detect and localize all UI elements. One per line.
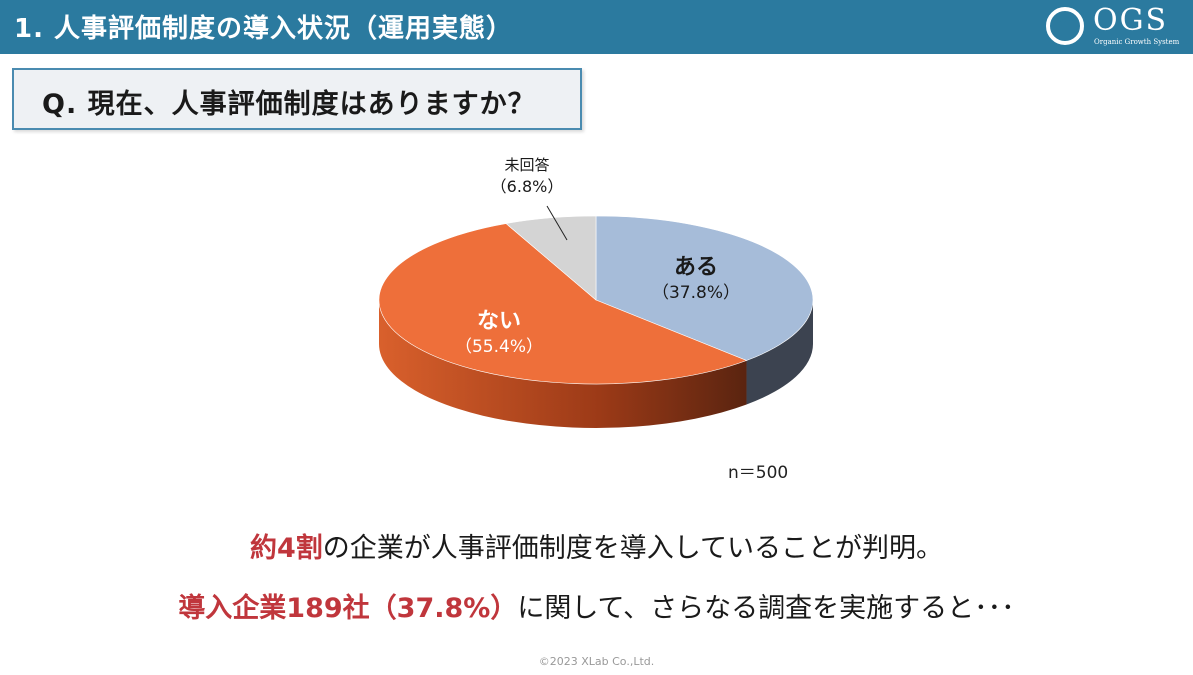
summary-line-1-highlight: 約4割 xyxy=(250,533,323,564)
pie-side-nai xyxy=(379,300,747,428)
logo-subtitle: Organic Growth System xyxy=(1094,38,1180,46)
pie-top xyxy=(378,215,814,385)
pie-label-nai: ない xyxy=(477,309,521,334)
pie-value-nai: （55.4%） xyxy=(455,337,543,357)
pie-label-aru: ある xyxy=(674,255,718,280)
pie-sides xyxy=(379,300,813,428)
summary-line-1-text: の企業が人事評価制度を導入していることが判明。 xyxy=(322,533,943,564)
sample-size-label: n＝500 xyxy=(728,463,789,483)
pie-label-mikaitou: 未回答 xyxy=(504,156,549,174)
header-bar: 1. 人事評価制度の導入状況（運用実態） OGS Organic Growth … xyxy=(0,0,1193,54)
pie-slice-mikaitou xyxy=(505,215,597,301)
ogs-logo: OGS Organic Growth System xyxy=(1045,3,1185,50)
pie-value-mikaitou: （6.8%） xyxy=(491,177,564,196)
question-text: Q. 現在、人事評価制度はありますか？ xyxy=(42,89,536,120)
logo-circle-icon xyxy=(1046,7,1084,45)
copyright: ©2023 XLab Co.,Ltd. xyxy=(538,655,655,668)
pie-side-aru xyxy=(746,300,813,405)
pie-leader-line xyxy=(546,205,568,241)
pie-value-aru: （37.8%） xyxy=(652,283,740,303)
page-title: 1. 人事評価制度の導入状況（運用実態） xyxy=(14,14,514,44)
pie-labels: ある （37.8%） ない （55.4%） 未回答 （6.8%） xyxy=(455,156,740,357)
question-box: Q. 現在、人事評価制度はありますか？ xyxy=(12,68,582,130)
summary-line-2-highlight: 導入企業189社（37.8%） xyxy=(178,593,518,624)
pie-slice-nai xyxy=(378,223,748,385)
logo-text: OGS xyxy=(1093,3,1169,38)
summary-line-2: 導入企業189社（37.8%）に関して、さらなる調査を実施すると･･･ xyxy=(0,586,1193,625)
summary-line-2-text: に関して、さらなる調査を実施すると･･･ xyxy=(517,593,1015,624)
pie-slice-aru xyxy=(595,215,814,361)
summary-line-1: 約4割の企業が人事評価制度を導入していることが判明。 xyxy=(0,526,1193,565)
